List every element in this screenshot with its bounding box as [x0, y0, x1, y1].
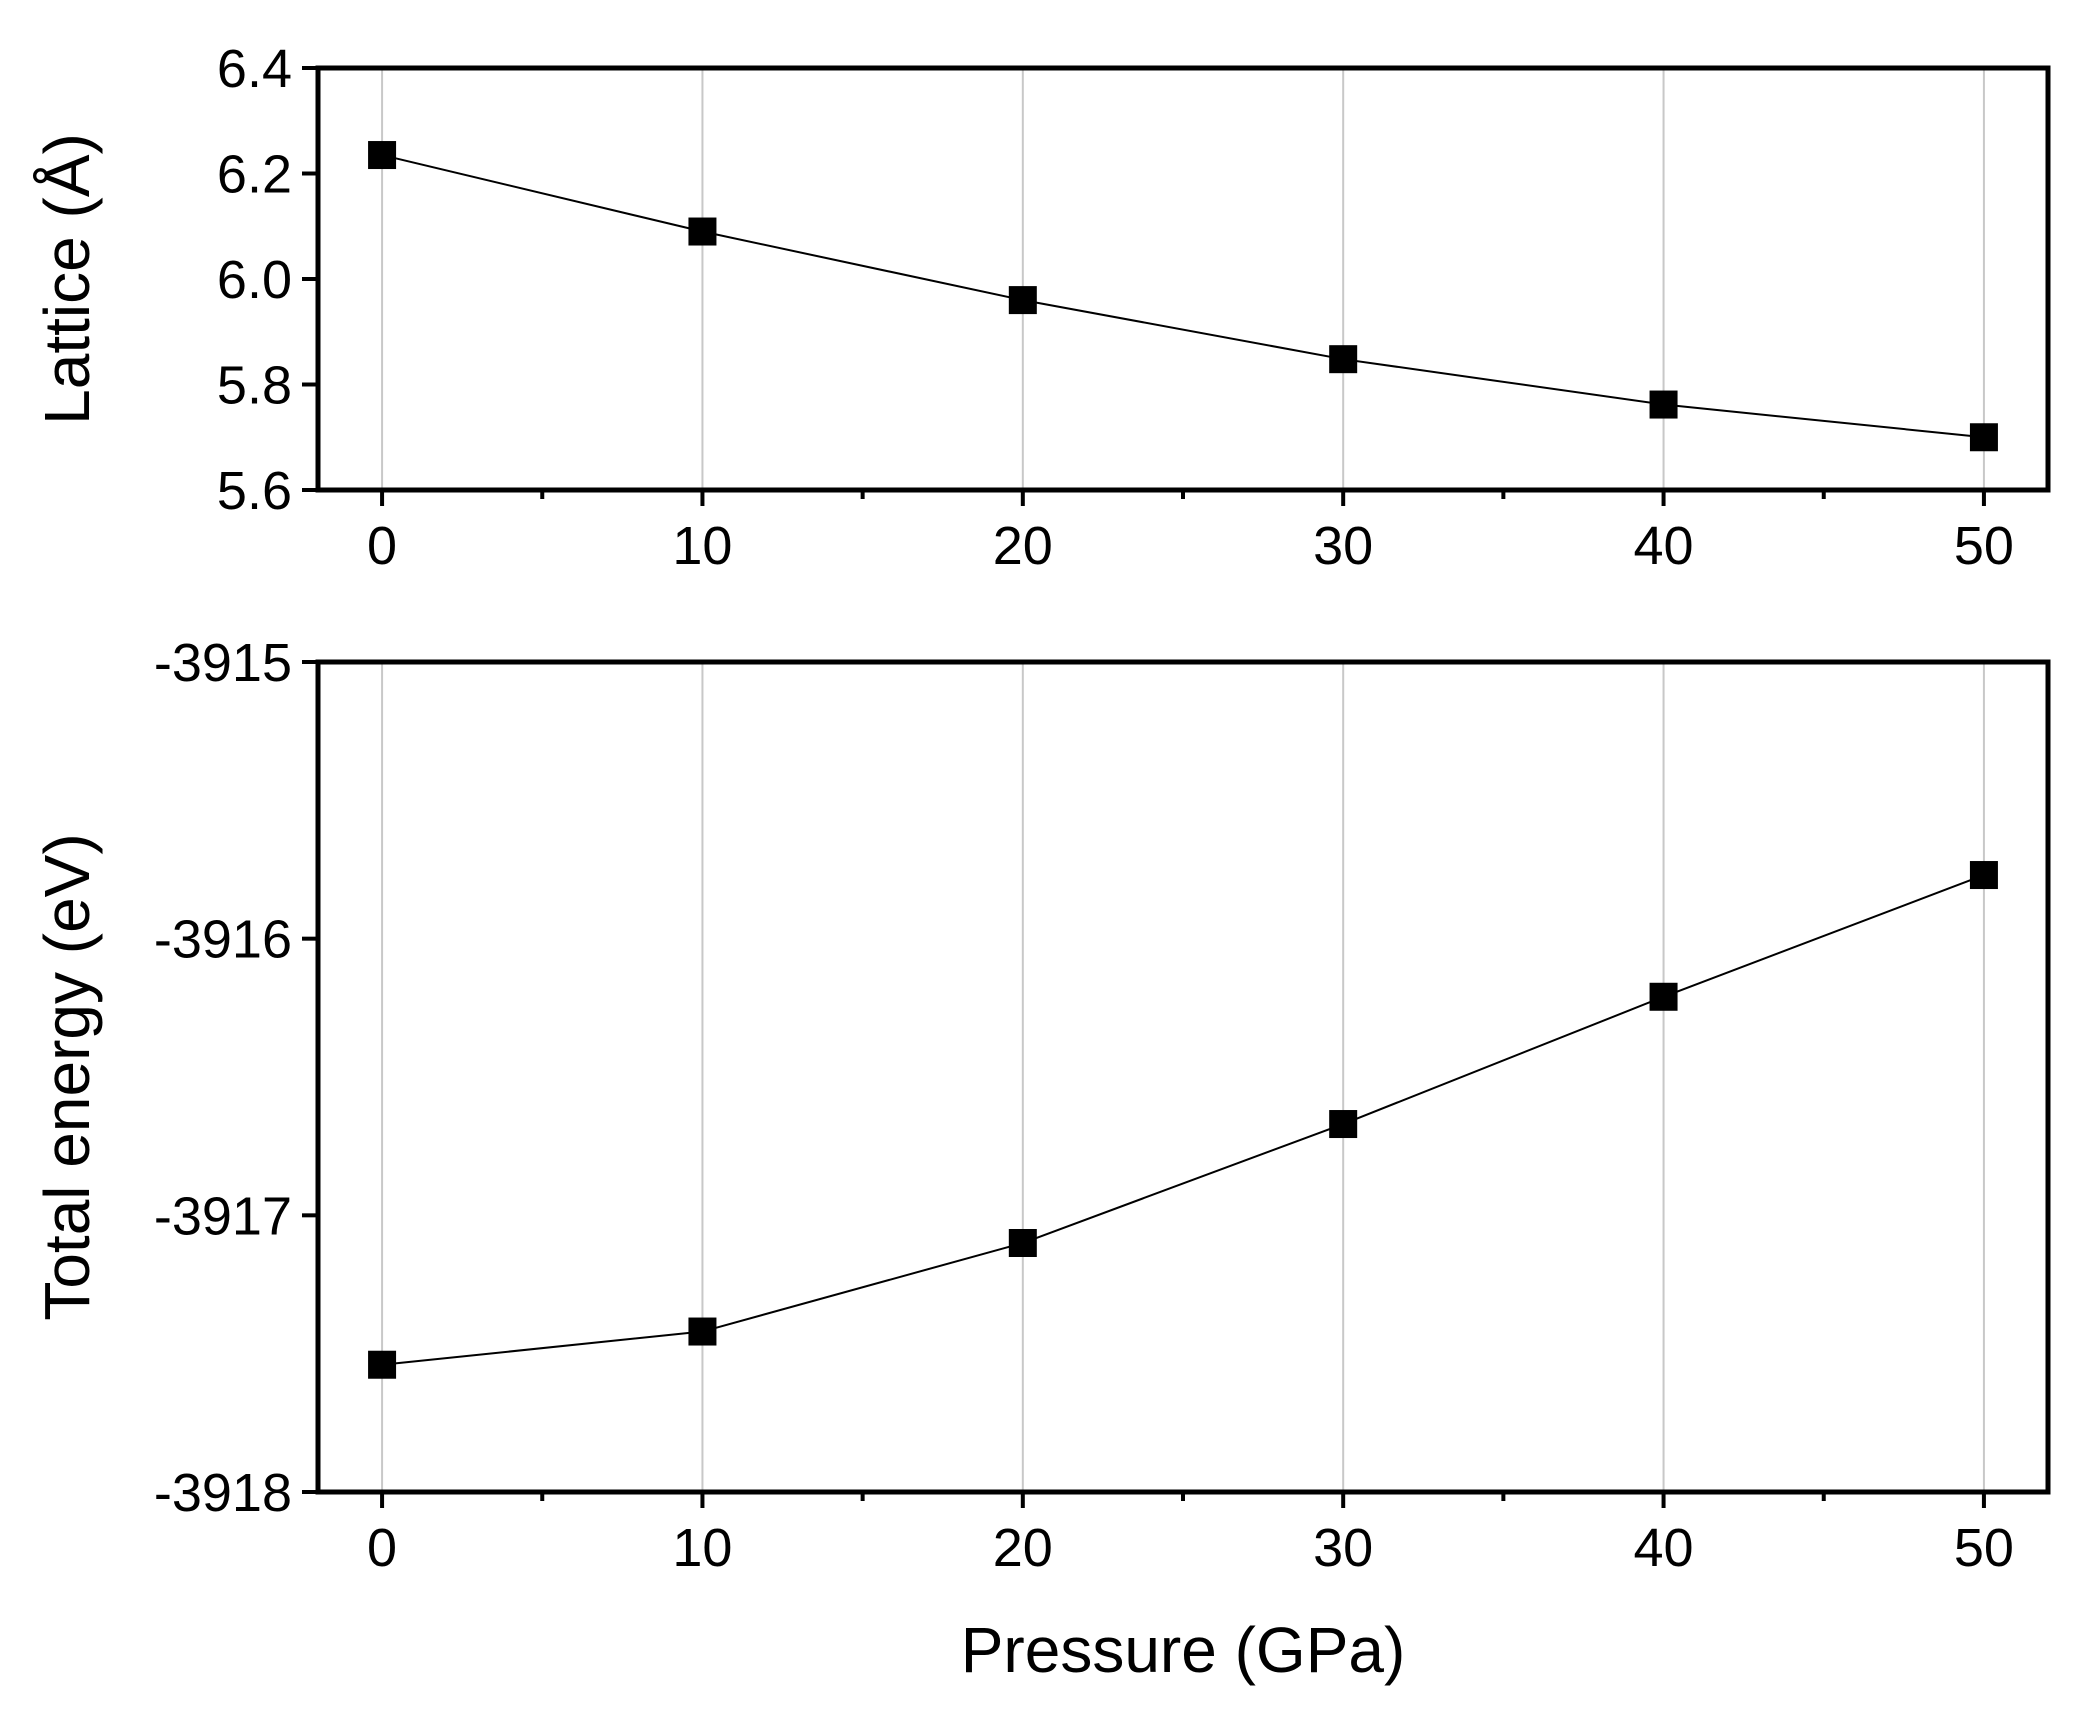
y-tick-label: -3917: [154, 1186, 292, 1246]
energy-plot-frame: [315, 659, 2051, 1495]
y-tick-label: -3918: [154, 1463, 292, 1523]
x-tick-label: 40: [1634, 516, 1694, 576]
y-tick-label: -3915: [154, 633, 292, 693]
energy-data-point: [1008, 1229, 1037, 1257]
lattice-data-point: [1008, 286, 1037, 315]
lattice-y-axis-title: Lattice (Å): [31, 133, 103, 425]
lattice-data-point: [1649, 390, 1678, 419]
x-tick-label: 50: [1954, 1518, 2014, 1578]
lattice-panel: 0 10 20 30 40 50 5.6 5.8 6.0 6.2 6.4 Lattice (Å): [31, 39, 2051, 576]
x-tick-label: 30: [1313, 516, 1373, 576]
energy-data-point: [1649, 982, 1678, 1011]
y-tick-label: 6.4: [217, 39, 292, 99]
x-tick-label: 0: [367, 1518, 397, 1578]
y-tick-label: 6.0: [217, 250, 292, 310]
y-tick-label: 5.8: [217, 356, 292, 416]
y-tick-label: -3916: [154, 910, 292, 970]
x-tick-label: 20: [993, 1518, 1053, 1578]
x-tick-label: 10: [672, 1518, 732, 1578]
energy-panel: 0 10 20 30 40 50 -3918 -3917 -3916 -3915 Total ene…: [31, 633, 2051, 1686]
energy-series-line: [381, 874, 1985, 1366]
lattice-plot-frame: [315, 65, 2051, 493]
lattice-series-line: [381, 154, 1985, 439]
energy-y-axis-title: Total energy (eV): [31, 833, 103, 1320]
x-tick-label: 20: [993, 516, 1053, 576]
y-tick-label: 5.6: [217, 461, 292, 521]
lattice-data-point: [368, 141, 397, 170]
y-tick-label: 6.2: [217, 145, 292, 205]
x-tick-label: 30: [1313, 1518, 1373, 1578]
x-axis-title: Pressure (GPa): [961, 1614, 1406, 1686]
lattice-data-point: [1969, 423, 1998, 452]
energy-data-point: [368, 1350, 397, 1379]
energy-data-point: [1969, 861, 1998, 890]
x-tick-label: 40: [1634, 1518, 1694, 1578]
energy-data-point: [1329, 1110, 1358, 1139]
energy-data-point: [688, 1317, 717, 1346]
lattice-data-point: [688, 217, 717, 246]
x-tick-label: 0: [367, 516, 397, 576]
x-tick-label: 50: [1954, 516, 2014, 576]
lattice-data-point: [1329, 345, 1358, 374]
x-tick-label: 10: [672, 516, 732, 576]
